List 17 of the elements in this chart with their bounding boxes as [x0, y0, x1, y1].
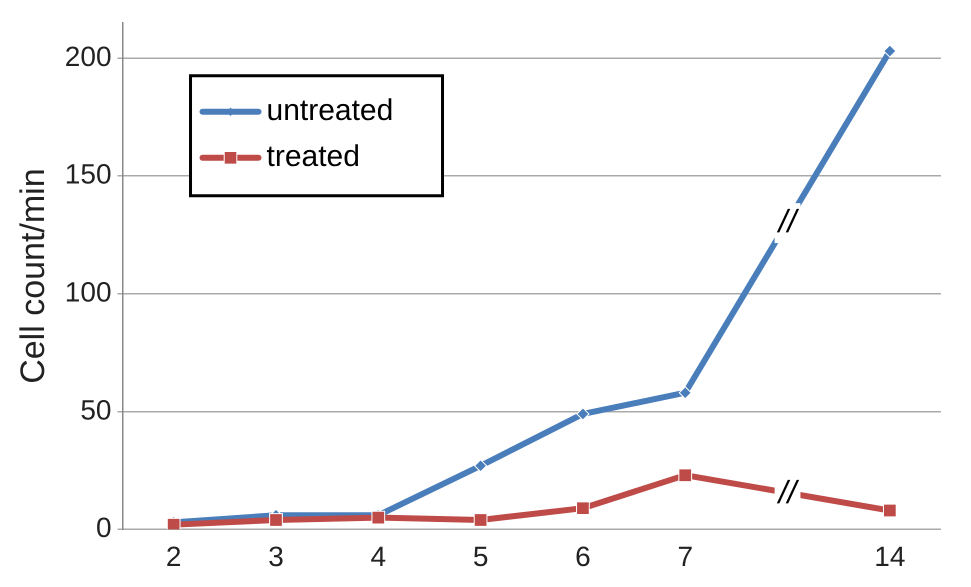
x-tick-label: 2 — [166, 540, 182, 572]
legend-label: treated — [266, 140, 360, 174]
legend-label: untreated — [266, 94, 394, 128]
x-tick-label: 7 — [677, 540, 694, 572]
annotation: // — [776, 202, 800, 239]
x-tick-label: 4 — [370, 540, 386, 572]
x-tick-label: 3 — [268, 540, 284, 572]
x-tick-label: 14 — [874, 540, 906, 572]
y-tick-label: 200 — [64, 40, 112, 72]
x-tick-label: 5 — [472, 540, 488, 572]
y-axis-title: Cell count/min — [14, 168, 52, 384]
y-tick-label: 50 — [80, 394, 112, 426]
annotation: // — [776, 474, 800, 510]
x-tick-label: 6 — [575, 540, 591, 572]
y-tick-label: 150 — [64, 158, 112, 190]
y-tick-label: 100 — [64, 276, 112, 308]
y-tick-label: 0 — [96, 512, 112, 544]
